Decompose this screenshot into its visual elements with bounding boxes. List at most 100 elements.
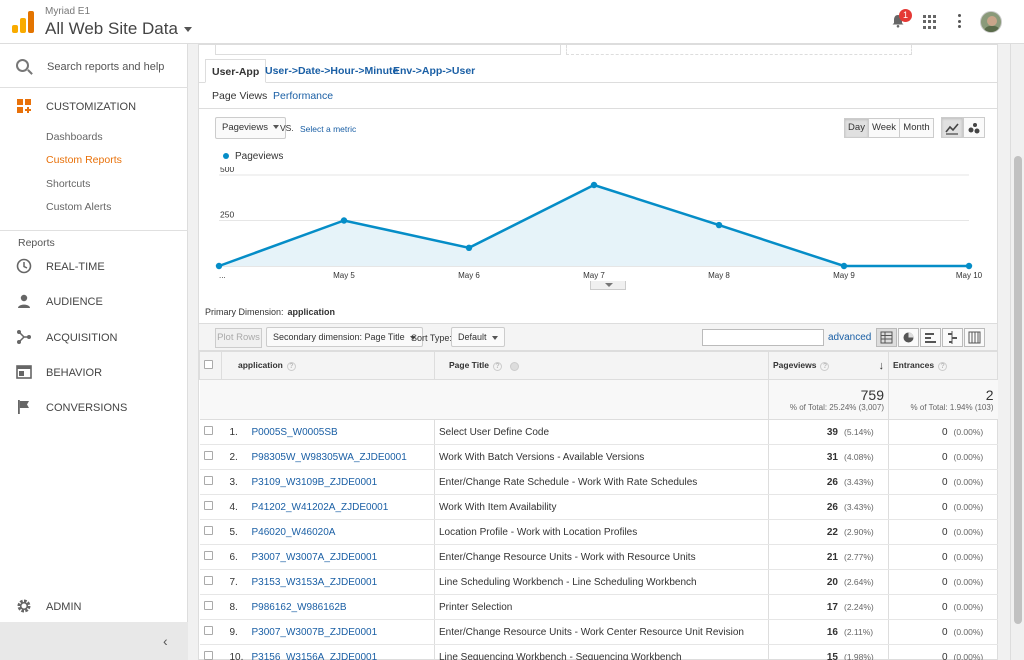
row-checkbox-cell: [199, 594, 222, 620]
sidebar-item-custom-reports[interactable]: Custom Reports: [46, 154, 122, 166]
data-point: [590, 181, 598, 189]
metric-select[interactable]: Pageviews: [215, 117, 286, 139]
more-options-icon[interactable]: [957, 14, 961, 28]
advanced-filter-link[interactable]: advanced: [828, 332, 872, 343]
application-link[interactable]: P46020_W46020A: [251, 526, 336, 538]
sidebar-item-custom-alerts[interactable]: Custom Alerts: [46, 201, 112, 213]
table-row[interactable]: 6. P3007_W3007A_ZJDE0001 Enter/Change Reso…: [199, 544, 998, 570]
chevron-left-icon: ‹: [163, 633, 168, 649]
row-checkbox[interactable]: [203, 551, 213, 560]
column-header-pageviews[interactable]: Pageviews? ↓: [768, 351, 889, 380]
line-chart-button[interactable]: [941, 117, 963, 138]
sidebar-item-admin[interactable]: ADMIN: [0, 594, 188, 618]
pie-view-icon[interactable]: [898, 328, 919, 347]
primary-dimension-value[interactable]: application: [287, 307, 336, 317]
row-checkbox[interactable]: [203, 501, 213, 510]
pageviews-percent: (3.43%): [844, 501, 874, 512]
application-link[interactable]: P3007_W3007A_ZJDE0001: [251, 551, 378, 563]
chevron-down-icon: [491, 335, 498, 340]
comparison-view-icon[interactable]: [942, 328, 963, 347]
application-link[interactable]: P3109_W3109B_ZJDE0001: [251, 476, 378, 488]
page-scrollbar[interactable]: [1010, 44, 1024, 660]
application-link[interactable]: P3156_W3156A_ZJDE0001: [251, 651, 378, 660]
sidebar-item-conversions[interactable]: CONVERSIONS: [0, 395, 188, 419]
table-row[interactable]: 8. P986162_W986162B Printer Selection 17 (2.…: [199, 594, 998, 620]
help-icon[interactable]: ?: [493, 362, 502, 371]
table-header-row: application? Page Title? x Pageviews? ↓ En…: [199, 351, 998, 380]
row-checkbox[interactable]: [203, 476, 213, 485]
table-search-input[interactable]: [702, 329, 824, 346]
subtab-performance[interactable]: Performance: [273, 90, 334, 102]
application-link[interactable]: P3153_W3153A_ZJDE0001: [251, 576, 378, 588]
table-row[interactable]: 4. P41202_W41202A_ZJDE0001 Work With Item …: [199, 494, 998, 520]
week-button[interactable]: Week: [868, 118, 900, 138]
column-header-entrances[interactable]: Entrances?: [888, 351, 998, 380]
motion-chart-button[interactable]: [963, 117, 985, 138]
chart-resize-handle[interactable]: [590, 281, 626, 290]
pivot-view-icon[interactable]: [964, 328, 985, 347]
help-icon[interactable]: ?: [938, 362, 948, 371]
table-row[interactable]: 1. P0005S_W0005SB Select User Define Code 3…: [199, 419, 998, 445]
table-toolbar: Plot Rows Secondary dimension: Page Titl…: [199, 323, 997, 351]
pageviews-percent: (2.24%): [844, 601, 874, 612]
application-cell: 2. P98305W_W98305WA_ZJDE0001: [221, 444, 435, 470]
analytics-logo-icon[interactable]: [12, 9, 34, 33]
row-checkbox[interactable]: [203, 651, 213, 660]
property-selector[interactable]: All Web Site Data: [45, 19, 192, 39]
search-icon: [16, 59, 29, 72]
table-row[interactable]: 7. P3153_W3153A_ZJDE0001 Line Scheduling W…: [199, 569, 998, 595]
row-checkbox[interactable]: [203, 426, 213, 435]
table-row[interactable]: 5. P46020_W46020A Location Profile - Work …: [199, 519, 998, 545]
application-link[interactable]: P98305W_W98305WA_ZJDE0001: [251, 451, 407, 463]
sidebar-item-shortcuts[interactable]: Shortcuts: [46, 178, 91, 190]
application-link[interactable]: P0005S_W0005SB: [251, 426, 338, 438]
sidebar-item-audience[interactable]: AUDIENCE: [0, 289, 188, 313]
select-all-checkbox[interactable]: [204, 360, 213, 369]
header-entrances-label: Entrances: [893, 360, 935, 370]
row-checkbox[interactable]: [203, 626, 213, 635]
table-row[interactable]: 10. P3156_W3156A_ZJDE0001 Line Sequencing …: [199, 644, 998, 660]
row-checkbox[interactable]: [203, 601, 213, 610]
application-link[interactable]: P41202_W41202A_ZJDE0001: [251, 501, 389, 513]
help-icon[interactable]: ?: [820, 361, 830, 371]
data-table-view-icon[interactable]: [876, 328, 897, 347]
tab-user-app[interactable]: User-App: [205, 59, 267, 83]
scrollbar-thumb[interactable]: [1014, 156, 1022, 624]
secondary-dimension-select[interactable]: Secondary dimension: Page Title: [266, 327, 423, 347]
entrances-cell: 0 (0.00%): [888, 469, 998, 495]
help-icon[interactable]: ?: [286, 362, 296, 371]
pageviews-value: 20: [826, 576, 838, 588]
sidebar-item-acquisition[interactable]: ACQUISITION: [0, 325, 188, 349]
table-row[interactable]: 9. P3007_W3007B_ZJDE0001 Enter/Change Reso…: [199, 619, 998, 645]
tab-env-app-user[interactable]: Env->App->User: [393, 65, 476, 77]
sidebar-item-customization[interactable]: CUSTOMIZATION: [0, 94, 188, 118]
sidebar-item-behavior[interactable]: BEHAVIOR: [0, 360, 188, 384]
application-link[interactable]: P986162_W986162B: [251, 601, 347, 613]
row-checkbox[interactable]: [203, 451, 213, 460]
subtab-page-views[interactable]: Page Views: [212, 90, 268, 102]
sidebar-item-dashboards[interactable]: Dashboards: [46, 131, 103, 143]
column-header-page-title[interactable]: Page Title? x: [434, 351, 769, 380]
day-button[interactable]: Day: [844, 118, 869, 138]
sort-type-select[interactable]: Default: [451, 327, 505, 347]
page-title-text: Work With Batch Versions - Available Ver…: [439, 451, 645, 463]
row-checkbox[interactable]: [203, 576, 213, 585]
sidebar-item-real-time[interactable]: REAL-TIME: [0, 254, 188, 278]
table-row[interactable]: 2. P98305W_W98305WA_ZJDE0001 Work With Bat…: [199, 444, 998, 470]
total-pageviews-percent: % of Total: 25.24% (3,007): [789, 403, 884, 412]
plot-rows-button[interactable]: Plot Rows: [215, 328, 262, 348]
table-row[interactable]: 3. P3109_W3109B_ZJDE0001 Enter/Change Rate…: [199, 469, 998, 495]
row-checkbox[interactable]: [203, 526, 213, 535]
avatar[interactable]: [980, 11, 1002, 33]
performance-view-icon[interactable]: [920, 328, 941, 347]
column-header-application[interactable]: application?: [221, 351, 435, 380]
tab-user-date-hour-minute[interactable]: User->Date->Hour->Minute: [265, 65, 399, 77]
month-button[interactable]: Month: [899, 118, 934, 138]
collapse-sidebar-button[interactable]: ‹: [0, 622, 188, 660]
remove-dimension-icon[interactable]: x: [510, 362, 519, 371]
pageviews-value: 39: [826, 426, 838, 438]
search-reports[interactable]: Search reports and help: [0, 44, 188, 88]
application-link[interactable]: P3007_W3007B_ZJDE0001: [251, 626, 378, 638]
select-metric-link[interactable]: Select a metric: [300, 124, 357, 134]
apps-grid-icon[interactable]: [923, 15, 937, 29]
